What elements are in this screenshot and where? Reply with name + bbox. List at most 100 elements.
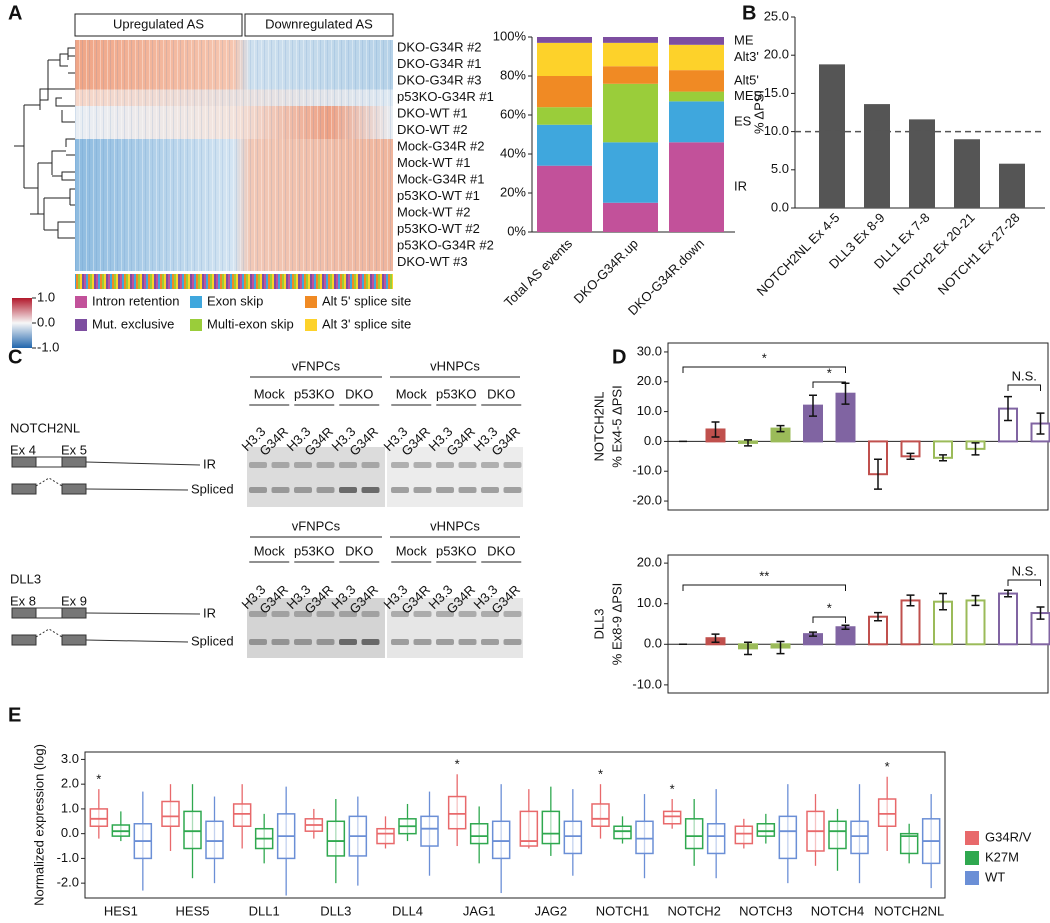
x-tick-label: DLL3: [320, 903, 351, 918]
gel-band: [391, 639, 409, 645]
annotation: *: [762, 350, 767, 365]
x-tick-label: NOTCH2: [667, 903, 720, 918]
y-tick-label: 10.0: [637, 403, 662, 418]
y-tick-label: 15.0: [764, 85, 789, 100]
bar-segment: [603, 83, 658, 143]
segment-label: IR: [734, 179, 747, 194]
x-tick-label: NOTCH4: [811, 903, 864, 918]
heatmap-texture: [75, 172, 393, 189]
bar: [900, 599, 921, 646]
gel-band: [294, 487, 312, 493]
error-bar: [874, 458, 882, 490]
gel-band: [458, 462, 477, 468]
bar-segment: [537, 165, 592, 232]
heatmap-texture: [75, 122, 393, 139]
bracket: [812, 616, 846, 623]
colorbar-label: 1.0: [37, 289, 55, 304]
bar-segment: [669, 44, 724, 71]
band-label: IR: [203, 605, 216, 620]
box: [899, 832, 919, 855]
box: [469, 823, 489, 845]
box: [591, 803, 610, 827]
box: [877, 798, 897, 827]
error-bar: [971, 442, 980, 456]
y-tick-label: -10.0: [632, 463, 662, 478]
error-bar: [711, 421, 720, 438]
error-bar: [776, 424, 785, 433]
error-bar: [809, 394, 817, 417]
error-bar: [744, 641, 752, 656]
gel-band: [249, 639, 267, 645]
gel-band: [271, 639, 290, 645]
gel-band: [316, 487, 335, 493]
x-tick-label: HES5: [176, 903, 210, 918]
gel-band: [361, 487, 380, 493]
error-bar: [841, 624, 850, 631]
legend-label: G34R/V: [985, 829, 1032, 844]
heatmap-texture: [75, 205, 393, 222]
row-label: DKO-G34R #3: [397, 73, 482, 88]
error-bar: [1036, 412, 1045, 435]
box: [420, 815, 439, 847]
plot-frame: [667, 554, 1049, 694]
heatmap-texture: [75, 89, 393, 106]
row-label: p53KO-WT #1: [397, 188, 480, 203]
box: [376, 827, 395, 845]
bar: [998, 592, 1018, 646]
y-tick-label: -20.0: [632, 492, 662, 507]
exon: [11, 456, 37, 468]
condition: DKO: [487, 543, 515, 558]
box: [563, 820, 583, 855]
condition: Mock: [396, 543, 428, 558]
bar-segment: [603, 66, 658, 84]
row-label: DKO-G34R #1: [397, 56, 482, 71]
gel-band: [503, 487, 522, 493]
heatmap-texture: [75, 254, 393, 271]
gel-band: [436, 462, 454, 468]
exon: [61, 483, 87, 495]
bar-segment: [669, 70, 724, 92]
heatmap-texture: [75, 40, 393, 57]
condition: Mock: [254, 386, 286, 401]
row-label: DKO-G34R #2: [397, 40, 482, 55]
group-label: Downregulated AS: [265, 16, 373, 31]
y-tick-label: 0.0: [644, 433, 662, 448]
y-tick-label: 3.0: [61, 751, 79, 766]
gene-label: DLL3: [10, 571, 41, 586]
gel-band: [294, 462, 312, 468]
x-tick-label: NOTCH3: [739, 903, 792, 918]
gel-image: [247, 598, 385, 658]
gel-band: [316, 611, 335, 617]
group-box: [74, 13, 243, 37]
box: [326, 820, 346, 857]
legend-swatch: [75, 319, 87, 331]
colorbar: [12, 298, 32, 348]
band-pointer: [85, 461, 201, 466]
y-tick-label: 100%: [493, 28, 527, 43]
bar: [954, 139, 980, 208]
row-label: DKO-WT #2: [397, 122, 468, 137]
error-bar: [1004, 589, 1012, 598]
panel-label: E: [8, 704, 21, 726]
gel-band: [481, 639, 499, 645]
gel-band: [458, 639, 477, 645]
error-bar: [809, 631, 817, 637]
gel-band: [458, 611, 477, 617]
bar-segment: [603, 142, 658, 203]
gel-band: [249, 611, 267, 617]
heatmap-texture: [75, 106, 393, 123]
heatmap-texture: [75, 238, 393, 255]
x-tick-label: NOTCH1: [596, 903, 649, 918]
box: [447, 795, 467, 830]
group-box: [244, 13, 394, 37]
y-tick-label: 60%: [500, 106, 526, 121]
exon: [61, 456, 87, 468]
gel-band: [413, 487, 432, 493]
gel-image: [247, 447, 385, 507]
gel-image: [387, 598, 523, 658]
intron: [35, 456, 63, 468]
exon-label: Ex 4: [10, 442, 36, 457]
gel-band: [436, 487, 454, 493]
bracket: [1007, 384, 1041, 391]
gel-band: [361, 611, 380, 617]
